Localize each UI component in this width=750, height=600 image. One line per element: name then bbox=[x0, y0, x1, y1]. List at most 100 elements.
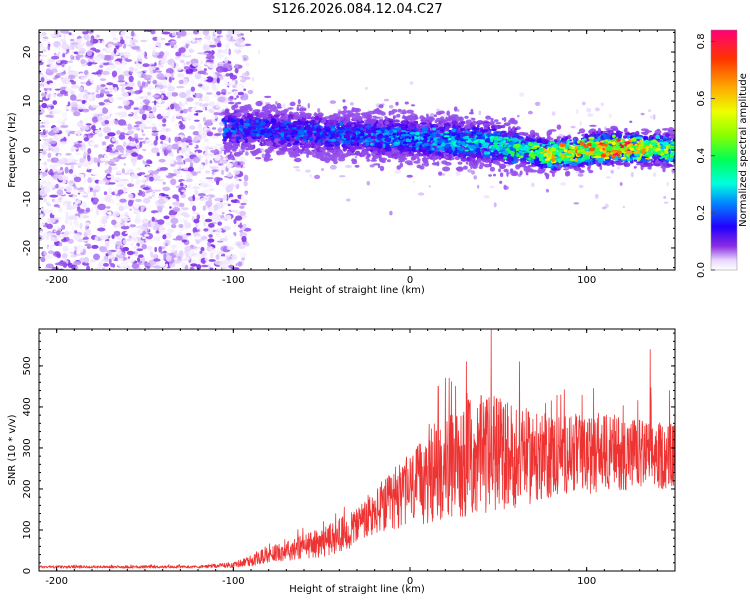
heatmap-cell bbox=[53, 227, 57, 230]
heatmap-cell bbox=[49, 82, 56, 86]
heatmap-cell bbox=[178, 101, 183, 107]
heatmap-cell bbox=[70, 164, 74, 171]
heatmap-cell bbox=[73, 185, 78, 189]
heatmap-cell bbox=[129, 208, 133, 211]
heatmap-cell bbox=[396, 113, 401, 118]
heatmap-cell bbox=[142, 133, 146, 136]
heatmap-cell bbox=[406, 174, 413, 178]
heatmap-cell bbox=[114, 87, 118, 93]
heatmap-cell bbox=[216, 30, 222, 35]
heatmap-cell bbox=[464, 115, 469, 119]
heatmap-cell bbox=[104, 135, 110, 140]
heatmap-cell bbox=[205, 145, 210, 150]
heatmap-cell bbox=[67, 101, 71, 107]
heatmap-cell bbox=[61, 224, 66, 230]
heatmap-cell bbox=[100, 89, 106, 95]
heatmap-cell bbox=[84, 243, 92, 247]
heatmap-cell bbox=[81, 126, 90, 131]
heatmap-cell bbox=[241, 235, 247, 242]
heatmap-cell bbox=[235, 215, 243, 221]
heatmap-cell bbox=[44, 254, 51, 259]
heatmap-cell bbox=[112, 43, 121, 46]
heatmap-cell bbox=[476, 120, 484, 125]
heatmap-cell bbox=[112, 211, 120, 218]
heatmap-cell bbox=[75, 266, 79, 270]
heatmap-cell bbox=[229, 74, 238, 80]
heatmap-cell bbox=[245, 192, 248, 196]
heatmap-cell bbox=[47, 44, 51, 51]
heatmap-cell bbox=[204, 257, 209, 262]
heatmap-cell bbox=[137, 74, 142, 78]
heatmap-cell bbox=[133, 174, 139, 179]
heatmap-cell bbox=[62, 211, 65, 214]
heatmap-cell bbox=[101, 70, 110, 76]
heatmap-cell bbox=[63, 237, 67, 241]
heatmap-cell bbox=[240, 42, 246, 46]
heatmap-cell bbox=[72, 194, 77, 200]
heatmap-cell bbox=[175, 115, 183, 120]
heatmap-cell bbox=[132, 189, 140, 194]
heatmap-cell bbox=[84, 225, 88, 231]
heatmap-cell bbox=[174, 161, 184, 165]
heatmap-cell bbox=[68, 124, 78, 131]
heatmap-cell bbox=[184, 158, 193, 163]
heatmap-cell bbox=[462, 165, 468, 170]
heatmap-cell bbox=[194, 49, 198, 54]
heatmap-cell bbox=[167, 228, 175, 233]
heatmap-cell bbox=[111, 219, 117, 226]
heatmap-cell bbox=[214, 154, 221, 161]
heatmap-cell bbox=[234, 36, 243, 39]
heatmap-cell bbox=[85, 40, 91, 47]
heatmap-cell bbox=[68, 139, 73, 145]
heatmap-cell bbox=[44, 182, 52, 188]
heatmap-cell bbox=[107, 43, 113, 48]
heatmap-cell bbox=[630, 172, 634, 178]
heatmap-cell bbox=[446, 110, 451, 116]
heatmap-cell bbox=[243, 57, 247, 60]
heatmap-cell bbox=[208, 234, 213, 238]
heatmap-cell bbox=[194, 149, 203, 154]
heatmap-cell bbox=[519, 92, 525, 97]
heatmap-cell bbox=[140, 39, 148, 43]
heatmap-cell bbox=[46, 89, 51, 95]
heatmap-cell bbox=[594, 193, 599, 199]
heatmap-cell bbox=[71, 83, 77, 89]
heatmap-cell bbox=[146, 159, 152, 164]
heatmap-cell bbox=[221, 212, 225, 215]
heatmap-cell bbox=[226, 173, 233, 177]
heatmap-cell bbox=[97, 227, 106, 232]
heatmap-cell bbox=[75, 99, 83, 102]
heatmap-cell bbox=[42, 119, 50, 126]
heatmap-cell bbox=[167, 85, 175, 92]
heatmap-cell bbox=[191, 79, 196, 86]
heatmap-cell bbox=[151, 170, 159, 175]
heatmap-cell bbox=[102, 144, 107, 152]
heatmap-cell bbox=[68, 32, 72, 36]
heatmap-cell bbox=[168, 158, 175, 164]
heatmap-cell bbox=[41, 102, 48, 109]
heatmap-cell bbox=[203, 68, 207, 72]
heatmap-cell bbox=[135, 95, 139, 101]
heatmap-cell bbox=[117, 258, 124, 261]
heatmap-cell bbox=[493, 202, 497, 208]
heatmap-cell bbox=[216, 91, 221, 96]
heatmap-cell bbox=[56, 189, 64, 196]
heatmap-cell bbox=[78, 151, 84, 155]
heatmap-cell bbox=[241, 161, 245, 165]
heatmap-cell bbox=[74, 130, 83, 135]
heatmap-cell bbox=[354, 108, 362, 113]
heatmap-cell bbox=[141, 244, 147, 250]
heatmap-cell bbox=[62, 119, 66, 123]
heatmap-cell bbox=[87, 177, 93, 184]
heatmap-cell bbox=[237, 261, 243, 267]
heatmap-cell bbox=[209, 48, 212, 52]
heatmap-cell bbox=[160, 141, 164, 144]
heatmap-cell bbox=[201, 85, 206, 90]
heatmap-cell bbox=[92, 201, 98, 205]
heatmap-cell bbox=[85, 172, 88, 178]
heatmap-cell bbox=[44, 267, 49, 270]
heatmap-cell bbox=[208, 223, 215, 228]
heatmap-cell bbox=[152, 95, 159, 98]
heatmap-cell bbox=[229, 196, 237, 200]
